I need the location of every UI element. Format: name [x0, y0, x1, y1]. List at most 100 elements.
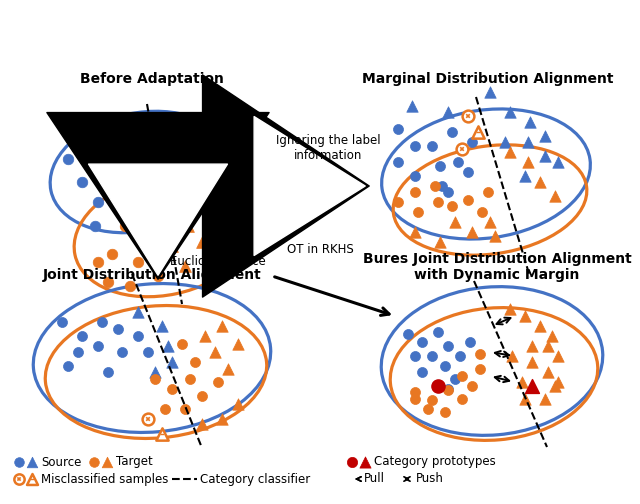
Text: Euclidean space: Euclidean space [170, 256, 266, 269]
Point [543, 342, 553, 350]
Point [93, 342, 103, 350]
Text: Bures Joint Distribution Alignment
with Dynamic Margin: Bures Joint Distribution Alignment with … [363, 252, 632, 282]
Text: Target: Target [116, 456, 153, 469]
Point [457, 145, 467, 153]
Text: Push: Push [416, 473, 444, 485]
Point [143, 415, 153, 423]
Point [150, 375, 160, 383]
Point [473, 128, 483, 136]
Point [433, 382, 443, 390]
Point [120, 195, 130, 203]
Point [443, 108, 453, 116]
Point [430, 182, 440, 190]
Point [143, 145, 153, 153]
Text: Joint Distribution Alignment: Joint Distribution Alignment [43, 268, 261, 282]
Point [540, 395, 550, 403]
Point [553, 158, 563, 166]
Point [447, 128, 457, 136]
Point [233, 340, 243, 348]
Point [133, 115, 143, 123]
Point [410, 228, 420, 236]
Point [180, 262, 190, 270]
Point [520, 312, 530, 320]
Point [177, 340, 187, 348]
Point [100, 150, 110, 158]
Point [523, 158, 533, 166]
Point [443, 386, 453, 394]
Point [427, 142, 437, 150]
Point [463, 196, 473, 204]
Point [133, 332, 143, 340]
Point [27, 475, 37, 483]
Point [197, 238, 207, 246]
Point [550, 192, 560, 200]
Point [160, 130, 170, 138]
Point [463, 112, 473, 120]
Point [177, 208, 187, 216]
Point [505, 305, 515, 313]
Point [57, 318, 67, 326]
Point [435, 238, 445, 246]
Point [465, 338, 475, 346]
Point [217, 415, 227, 423]
Point [190, 358, 200, 366]
Point [505, 148, 515, 156]
Point [102, 458, 112, 466]
Point [553, 352, 563, 360]
Text: OT in RKHS: OT in RKHS [287, 243, 353, 256]
Point [93, 198, 103, 206]
Point [117, 348, 127, 356]
Point [180, 405, 190, 413]
Point [210, 348, 220, 356]
Point [207, 258, 217, 266]
Point [185, 375, 195, 383]
Point [167, 358, 177, 366]
Point [410, 395, 420, 403]
Point [467, 382, 477, 390]
Point [160, 405, 170, 413]
Point [525, 118, 535, 126]
Point [483, 188, 493, 196]
Point [191, 175, 201, 183]
Point [83, 132, 93, 140]
Point [523, 138, 533, 146]
Point [183, 222, 193, 230]
Point [527, 342, 537, 350]
Point [113, 325, 123, 333]
Point [477, 208, 487, 216]
Point [520, 395, 530, 403]
Point [410, 388, 420, 396]
Point [450, 375, 460, 383]
Point [455, 352, 465, 360]
Point [527, 382, 537, 390]
Point [547, 332, 557, 340]
Text: Category prototypes: Category prototypes [374, 456, 496, 469]
Point [77, 332, 87, 340]
Point [137, 215, 147, 223]
Point [433, 198, 443, 206]
Point [107, 250, 117, 258]
Point [120, 222, 130, 230]
Point [543, 368, 553, 376]
Point [167, 242, 177, 250]
Point [527, 358, 537, 366]
Point [440, 362, 450, 370]
Point [360, 458, 370, 466]
Point [63, 362, 73, 370]
Point [143, 182, 153, 190]
Point [407, 102, 417, 110]
Point [410, 172, 420, 180]
Point [410, 142, 420, 150]
Text: Misclassified samples: Misclassified samples [41, 473, 168, 485]
Point [393, 125, 403, 133]
Text: Marginal Distribution Alignment: Marginal Distribution Alignment [362, 72, 614, 86]
Point [423, 405, 433, 413]
Point [485, 218, 495, 226]
Point [157, 222, 167, 230]
Text: Pull: Pull [364, 473, 385, 485]
Point [93, 258, 103, 266]
Point [410, 352, 420, 360]
Point [197, 420, 207, 428]
Point [167, 385, 177, 393]
Point [417, 368, 427, 376]
